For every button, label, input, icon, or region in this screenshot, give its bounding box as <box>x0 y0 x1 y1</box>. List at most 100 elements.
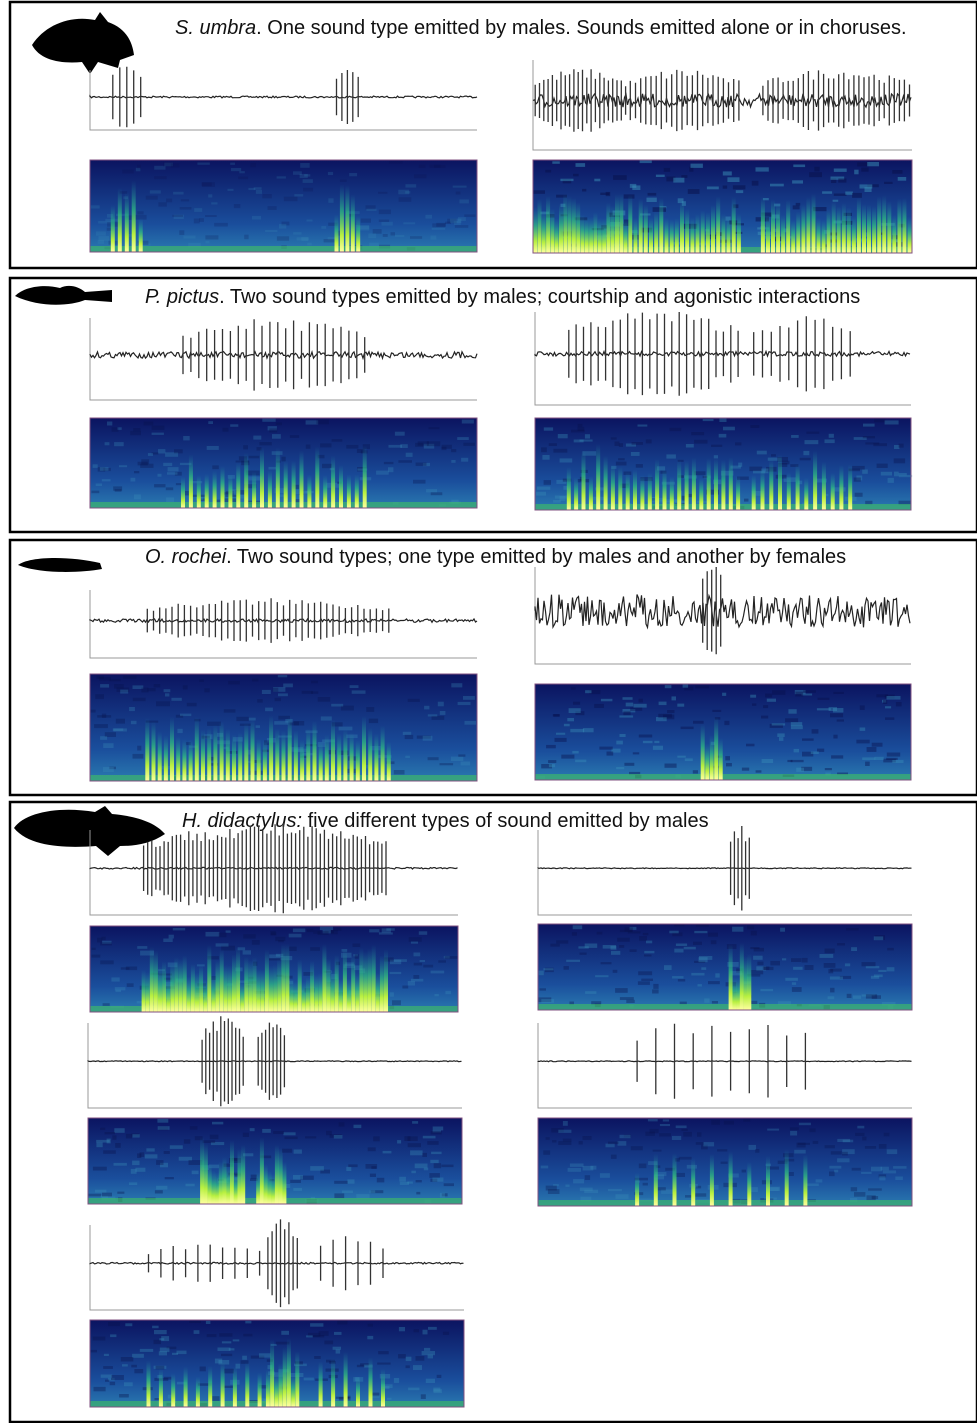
spectrogram-texture <box>422 1351 435 1355</box>
spectrogram-pulse <box>260 447 264 508</box>
spectrogram-texture <box>451 683 462 687</box>
spectrogram-texture <box>256 725 260 728</box>
spectrogram-pulse <box>364 951 368 1012</box>
spectrogram-texture <box>544 427 553 430</box>
spectrogram-pulse <box>275 729 279 782</box>
spectrogram-texture <box>413 975 419 979</box>
spectrogram-texture <box>548 760 556 763</box>
spectrogram-pulse <box>187 976 191 1012</box>
waveform-axes <box>538 1023 912 1108</box>
spectrogram-texture <box>367 1336 373 1339</box>
spectrogram-texture <box>104 1354 109 1356</box>
spectrogram-texture <box>558 434 568 438</box>
spectrogram-texture <box>300 174 308 178</box>
spectrogram-pulse <box>706 212 710 253</box>
spectrogram-texture <box>114 1163 127 1166</box>
spectrogram-pulse <box>211 975 215 1012</box>
spectrogram-pulse <box>769 459 773 510</box>
spectrogram-pulse <box>183 955 187 1012</box>
spectrogram-texture <box>200 1367 206 1372</box>
spectrogram-pulse <box>381 725 385 781</box>
spectrogram-texture <box>103 743 113 748</box>
spectrogram-texture <box>794 1150 806 1154</box>
spectrogram-pulse <box>258 1373 262 1408</box>
spectrogram-texture <box>334 1332 342 1335</box>
spectrogram-texture <box>262 194 271 198</box>
spectrogram-pulse <box>596 444 600 510</box>
spectrogram-texture <box>694 471 705 475</box>
spectrogram-texture <box>717 1149 727 1151</box>
spectrogram-texture <box>101 1375 112 1378</box>
spectrogram-texture <box>675 1173 685 1177</box>
spectrogram-texture <box>721 1162 728 1164</box>
spectrogram-texture <box>158 474 162 477</box>
spectrogram-texture <box>719 418 726 422</box>
spectrogram-texture <box>313 1335 324 1337</box>
spectrogram-texture <box>711 445 722 447</box>
spectrogram-texture <box>192 1171 199 1175</box>
spectrogram-texture <box>750 1001 757 1004</box>
spectrogram-pulse <box>216 960 220 1012</box>
spectrogram-texture <box>428 714 438 716</box>
spectrogram-pulse <box>294 981 298 1012</box>
spectrogram-texture <box>173 192 184 195</box>
spectrogram-texture <box>279 224 286 229</box>
spectrogram-texture <box>795 692 803 697</box>
spectrogram-texture <box>216 943 229 946</box>
spectrogram-texture <box>421 1394 426 1399</box>
spectrogram-texture <box>751 970 763 974</box>
spectrogram-texture <box>207 446 219 450</box>
spectrogram-pulse <box>264 1164 268 1204</box>
spectrogram-texture <box>437 1375 442 1378</box>
spectrogram-floor <box>538 1004 912 1010</box>
spectrogram-pulse <box>690 217 694 253</box>
spectrogram-texture <box>121 967 130 969</box>
spectrogram-pulse <box>236 947 240 1012</box>
spectrogram-texture <box>219 1333 232 1337</box>
spectrogram-texture <box>293 232 301 235</box>
spectrogram-texture <box>378 1351 389 1354</box>
spectrogram-pulse <box>248 960 252 1012</box>
spectrogram-texture <box>144 422 154 426</box>
spectrogram-texture <box>680 1002 687 1005</box>
spectrogram-texture <box>152 426 165 430</box>
spectrogram-texture <box>94 724 108 728</box>
spectrogram-texture <box>750 695 756 698</box>
spectrogram-texture <box>803 690 816 692</box>
spectrogram-texture <box>685 758 693 761</box>
spectrogram-texture <box>646 439 652 443</box>
spectrogram-texture <box>146 1148 154 1151</box>
spectrogram-texture <box>405 184 416 187</box>
spectrogram-texture <box>725 756 730 760</box>
spectrogram-texture <box>553 714 559 717</box>
spectrogram-pulse <box>315 447 319 509</box>
spectrogram-texture <box>667 710 674 713</box>
spectrogram-texture <box>726 763 732 766</box>
spectrogram-texture <box>898 177 907 181</box>
spectrogram-texture <box>97 715 111 718</box>
spectrogram-pulse <box>268 470 272 508</box>
spectrogram-texture <box>269 467 277 470</box>
spectrogram-pulse <box>628 195 632 253</box>
spectrogram-texture <box>394 770 405 775</box>
spectrogram-texture <box>384 462 394 464</box>
spectrogram-pulse <box>546 196 550 253</box>
spectrogram-pulse <box>145 718 149 781</box>
spectrogram-pulse <box>648 473 652 510</box>
spectrogram-texture <box>423 1136 436 1139</box>
spectrogram-texture <box>154 484 165 487</box>
spectrogram-texture <box>122 1364 128 1366</box>
spectrogram-texture <box>863 436 875 438</box>
spectrogram-texture <box>293 1175 303 1180</box>
spectrogram-texture <box>284 197 298 202</box>
spectrogram-texture <box>161 1336 169 1341</box>
spectrogram-texture <box>254 187 262 190</box>
spectrogram-texture <box>134 471 139 473</box>
spectrogram-texture <box>641 979 653 981</box>
spectrogram-texture <box>395 432 405 436</box>
spectrogram-pulse <box>245 1362 249 1407</box>
spectrogram-texture <box>805 440 819 444</box>
spectrogram-texture <box>818 698 830 700</box>
spectrogram-texture <box>114 1128 124 1133</box>
spectrogram-texture <box>742 768 749 771</box>
